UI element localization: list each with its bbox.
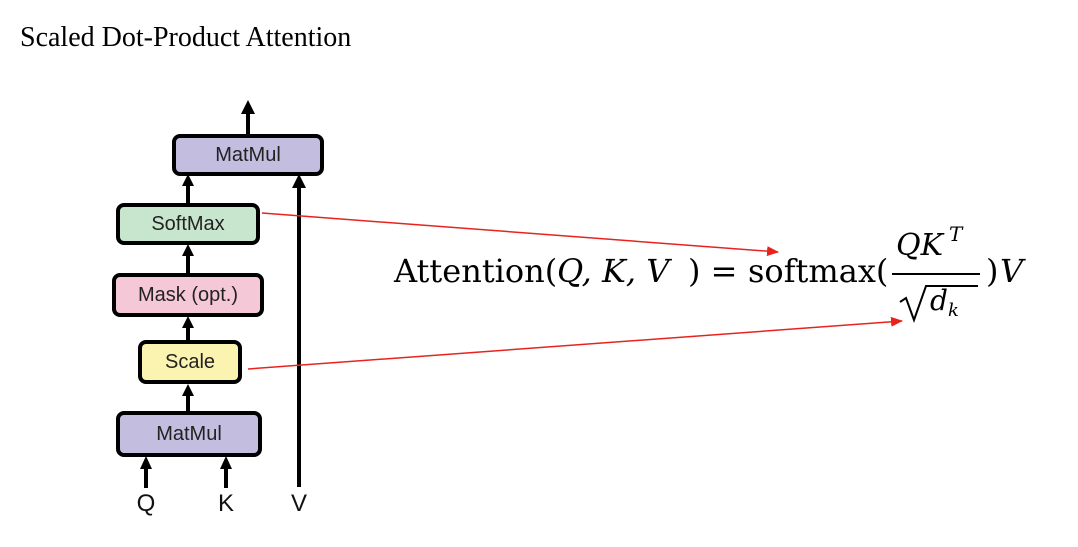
k-input-arrow <box>220 456 232 488</box>
mask-to-softmax-arrow <box>182 244 194 273</box>
scale-annotation-arrow <box>247 316 903 370</box>
input-v-label: V <box>290 490 307 517</box>
scale-to-mask-arrow <box>182 316 194 340</box>
input-q-label: Q <box>136 490 156 517</box>
fraction-bar <box>892 273 980 275</box>
formula-denominator: d <box>930 284 948 317</box>
formula-tail-v: V <box>1000 252 1024 290</box>
formula-lhs-close: ) = <box>688 252 738 290</box>
matmul-bottom-block: MatMul <box>116 411 262 457</box>
matmul-top-block: MatMul <box>172 134 324 176</box>
formula-denominator-sub: k <box>948 300 959 321</box>
formula-softmax: softmax( <box>748 252 889 290</box>
v-input-arrow <box>292 174 306 487</box>
formula-numerator-sup: T <box>949 222 963 246</box>
diagram-title: Scaled Dot-Product Attention <box>20 22 352 53</box>
softmax-block: SoftMax <box>116 203 260 245</box>
formula-lhs: Attention( <box>394 252 558 290</box>
q-input-arrow <box>140 456 152 488</box>
output-arrow <box>241 100 255 134</box>
input-k-label: K <box>217 490 234 517</box>
formula-numerator: QK <box>896 228 944 263</box>
mask-block: Mask (opt.) <box>112 273 264 317</box>
matmul-to-scale-arrow <box>182 384 194 411</box>
softmax-to-matmul-arrow <box>182 174 194 203</box>
sqrt-sign <box>899 285 978 323</box>
formula-args: Q, K, V <box>557 252 670 290</box>
formula-tail: ) <box>986 252 999 290</box>
scale-block: Scale <box>138 340 242 384</box>
attention-formula: Attention( Q, K, V ) = softmax( QK T d k… <box>394 222 1034 338</box>
softmax-annotation-arrow <box>261 212 779 257</box>
